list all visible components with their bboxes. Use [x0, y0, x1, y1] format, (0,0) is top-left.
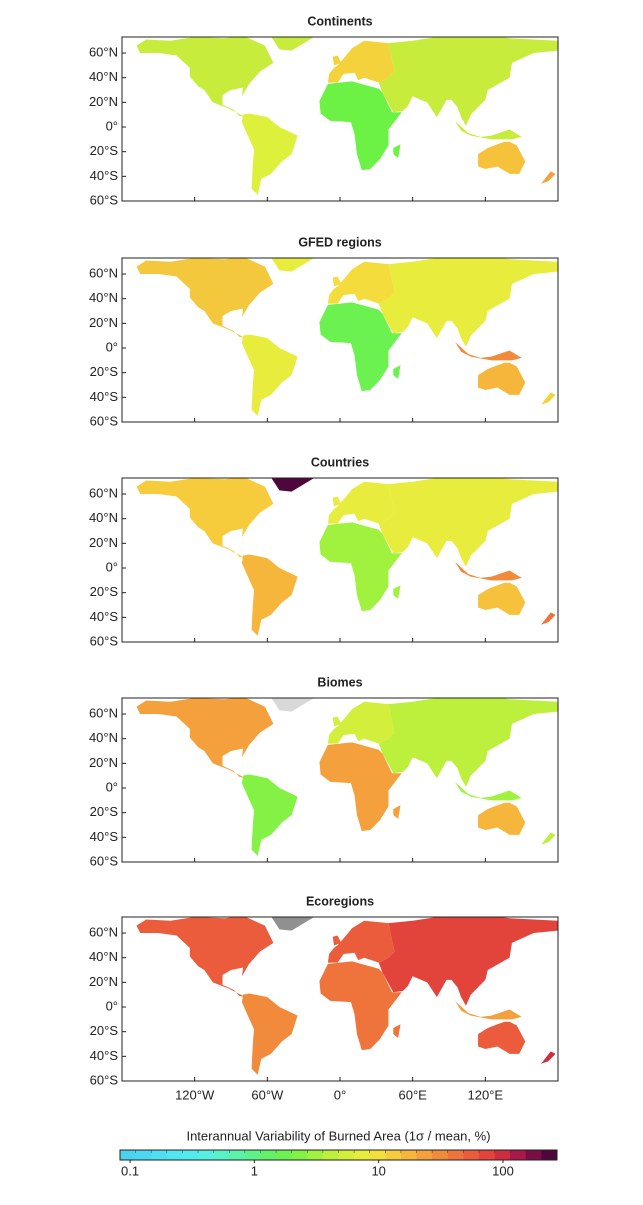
- y-tick-label: 20°N: [89, 974, 118, 989]
- y-tick-label: 40°N: [89, 949, 118, 964]
- y-tick-label: 40°S: [90, 609, 119, 624]
- y-tick-label: 60°N: [89, 265, 118, 280]
- y-tick-label: 60°S: [90, 413, 119, 428]
- colorbar-segment: [151, 1150, 168, 1160]
- colorbar-segment: [198, 1150, 214, 1160]
- map: [136, 258, 558, 416]
- colorbar-segment: [338, 1150, 355, 1160]
- y-tick-label: 20°N: [89, 535, 118, 550]
- map: [136, 698, 558, 856]
- land: [136, 478, 558, 636]
- colorbar-tick-label: 0.1: [121, 1163, 139, 1178]
- colorbar-segment: [432, 1150, 449, 1160]
- colorbar-segment: [385, 1150, 402, 1160]
- y-tick-label: 40°N: [89, 69, 118, 84]
- y-tick-label: 20°N: [89, 315, 118, 330]
- colorbar-segment: [229, 1150, 246, 1160]
- y-tick-label: 20°S: [90, 364, 119, 379]
- y-tick-label: 60°S: [90, 1072, 119, 1087]
- y-tick-label: 20°S: [90, 1023, 119, 1038]
- colorbar-tick-label: 1: [251, 1163, 258, 1178]
- colorbar-segment: [354, 1150, 371, 1160]
- colorbar-segment: [525, 1150, 542, 1160]
- colorbar-label: Interannual Variability of Burned Area (…: [186, 1128, 490, 1143]
- y-tick-label: 40°N: [89, 290, 118, 305]
- land: [136, 917, 558, 1075]
- x-tick-label: 60°W: [251, 1087, 284, 1102]
- map: [136, 478, 558, 636]
- colorbar-segment: [416, 1150, 433, 1160]
- panel-title: Biomes: [317, 675, 362, 689]
- colorbar-segment: [463, 1150, 480, 1160]
- colorbar-segment: [307, 1150, 324, 1160]
- colorbar-segment: [166, 1150, 183, 1160]
- y-tick-label: 0°: [106, 339, 118, 354]
- map: [136, 37, 558, 195]
- panel-title: Continents: [307, 14, 372, 28]
- colorbar-segment: [510, 1150, 527, 1160]
- y-tick-label: 20°N: [89, 94, 118, 109]
- colorbar-segment: [541, 1150, 558, 1160]
- colorbar-segment: [182, 1150, 199, 1160]
- y-tick-label: 0°: [106, 559, 118, 574]
- y-tick-label: 40°N: [89, 730, 118, 745]
- y-tick-label: 40°S: [90, 1048, 119, 1063]
- colorbar-segment: [478, 1150, 495, 1160]
- map: [136, 917, 558, 1075]
- colorbar-segment: [447, 1150, 464, 1160]
- y-tick-label: 60°S: [90, 853, 119, 868]
- y-tick-label: 60°N: [89, 485, 118, 500]
- y-tick-label: 0°: [106, 118, 118, 133]
- y-tick-label: 20°S: [90, 143, 119, 158]
- colorbar-segment: [120, 1150, 136, 1160]
- colorbar-tick-label: 10: [371, 1163, 385, 1178]
- colorbar-segment: [244, 1150, 261, 1160]
- colorbar-segment: [494, 1150, 511, 1160]
- panel-title: GFED regions: [298, 235, 381, 249]
- y-tick-label: 60°N: [89, 705, 118, 720]
- y-tick-label: 0°: [106, 998, 118, 1013]
- y-tick-label: 40°S: [90, 829, 119, 844]
- colorbar-segment: [369, 1150, 386, 1160]
- land: [136, 258, 558, 416]
- land: [136, 698, 558, 856]
- y-tick-label: 40°N: [89, 510, 118, 525]
- y-tick-label: 0°: [106, 779, 118, 794]
- colorbar-frame: [119, 1149, 558, 1161]
- colorbar-segment: [276, 1150, 292, 1160]
- y-tick-label: 20°S: [90, 584, 119, 599]
- colorbar-segment: [400, 1150, 417, 1160]
- y-tick-label: 60°S: [90, 633, 119, 648]
- x-tick-label: 120°E: [468, 1087, 504, 1102]
- colorbar-tick-label: 100: [492, 1163, 514, 1178]
- y-tick-label: 40°S: [90, 168, 119, 183]
- y-tick-label: 20°S: [90, 804, 119, 819]
- y-tick-label: 60°N: [89, 924, 118, 939]
- y-tick-label: 60°S: [90, 192, 119, 207]
- colorbar-segment: [291, 1150, 308, 1160]
- x-tick-label: 120°W: [175, 1087, 215, 1102]
- x-tick-label: 60°E: [398, 1087, 427, 1102]
- y-tick-label: 40°S: [90, 389, 119, 404]
- colorbar-segment: [135, 1150, 152, 1160]
- panel-title: Countries: [311, 455, 369, 469]
- colorbar-segment: [213, 1150, 230, 1160]
- land: [136, 37, 558, 195]
- x-tick-label: 0°: [334, 1087, 346, 1102]
- colorbar-segment: [260, 1150, 277, 1160]
- panel-title: Ecoregions: [306, 894, 374, 908]
- y-tick-label: 60°N: [89, 44, 118, 59]
- y-tick-label: 20°N: [89, 755, 118, 770]
- colorbar-segment: [322, 1150, 339, 1160]
